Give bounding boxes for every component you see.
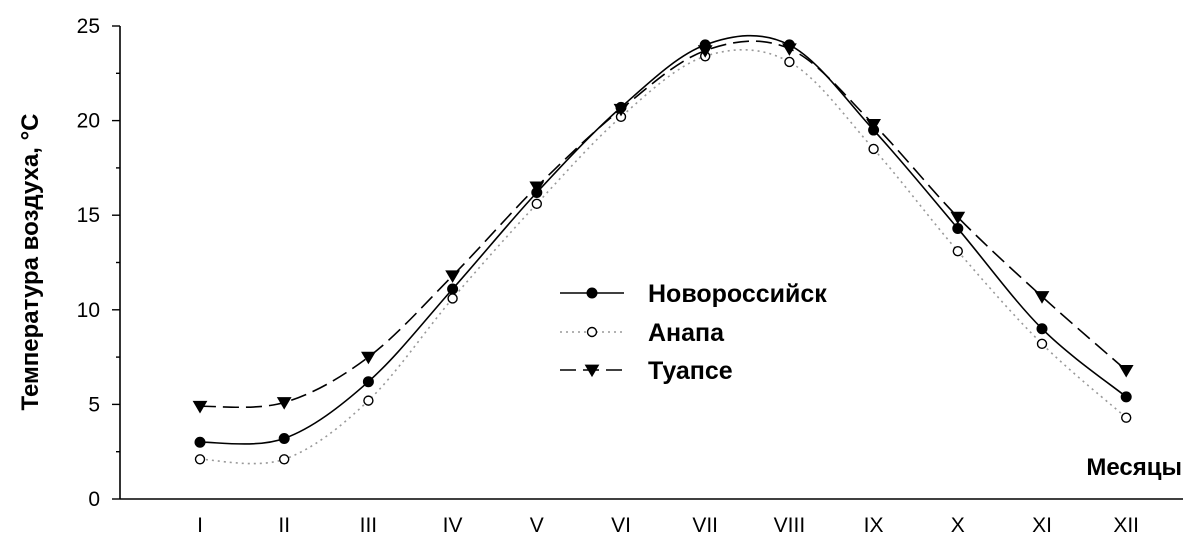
y-axis-title: Температура воздуха, °С (17, 114, 44, 411)
series-line (199, 49, 1127, 465)
data-point (194, 436, 206, 448)
x-tick-label: XI (1032, 514, 1052, 537)
data-point (531, 198, 542, 210)
data-point (363, 395, 374, 406)
x-tick-label: IX (864, 514, 884, 537)
x-tick-label: VII (692, 514, 718, 537)
series-layer (192, 34, 1134, 465)
data-point (447, 293, 458, 304)
data-point (278, 432, 290, 444)
data-point (279, 454, 290, 465)
y-tick-label: 15 (77, 204, 100, 227)
data-point (445, 270, 460, 283)
x-tick-label: VIII (774, 514, 806, 537)
data-point (192, 400, 208, 414)
data-point (1120, 412, 1132, 423)
data-point (952, 245, 963, 257)
x-tick-label: IV (443, 514, 463, 537)
x-tick-label: I (197, 514, 203, 537)
data-point (784, 56, 795, 68)
y-tick-label: 0 (88, 488, 100, 511)
data-point (194, 454, 206, 465)
data-point (1118, 364, 1134, 378)
series-markers (192, 43, 1134, 414)
x-tick-label: XII (1113, 514, 1139, 537)
data-point (1120, 391, 1132, 403)
legend-label: Туапсе (648, 357, 733, 385)
data-point (782, 43, 797, 56)
x-axis-title: Месяцы (1086, 454, 1182, 481)
data-point (361, 351, 376, 365)
legend-label: Новороссийск (648, 280, 827, 308)
data-point (276, 397, 292, 410)
y-ticks: 0 5 10 15 20 25 (77, 15, 120, 511)
x-tick-label: X (951, 514, 965, 537)
data-point (866, 119, 881, 132)
legend-marker (586, 287, 598, 299)
data-point (868, 143, 879, 155)
data-point (697, 45, 713, 58)
x-tick-label: II (278, 514, 290, 537)
data-point (952, 222, 964, 234)
legend: Новороссийск Анапа Туапсе (560, 280, 827, 385)
series-markers (194, 51, 1132, 465)
data-point (1036, 323, 1048, 335)
data-point (447, 283, 459, 295)
y-tick-label: 5 (88, 393, 100, 416)
x-tick-label: VI (611, 514, 631, 537)
data-point (613, 103, 629, 117)
data-point (950, 211, 966, 225)
data-point (529, 181, 545, 194)
axes (119, 26, 1183, 500)
data-point (362, 376, 374, 388)
x-tick-label: V (530, 514, 544, 537)
y-tick-label: 25 (77, 15, 100, 38)
data-point (1036, 338, 1048, 350)
legend-label: Анапа (648, 319, 725, 347)
series-line (199, 40, 1127, 409)
legend-marker (586, 326, 598, 338)
y-tick-label: 20 (77, 110, 100, 133)
series-markers (194, 39, 1132, 448)
legend-marker (584, 364, 600, 378)
y-tick-label: 10 (77, 299, 100, 322)
x-ticks: I II III IV V VI VII VIII IX X XI XII (197, 514, 1139, 537)
data-point (1034, 291, 1050, 304)
x-tick-label: III (360, 514, 378, 537)
